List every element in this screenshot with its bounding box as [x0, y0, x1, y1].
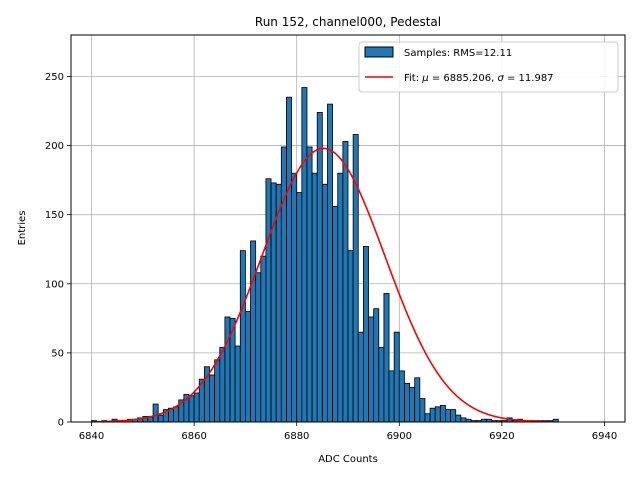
fit-curve-group — [91, 147, 554, 423]
legend-frame — [358, 41, 619, 93]
histogram-bar — [296, 192, 303, 423]
histogram-bar — [173, 406, 180, 423]
histogram-bar — [455, 414, 462, 423]
histogram-bar — [347, 250, 354, 423]
histogram-bar — [234, 345, 241, 423]
x-tick-label: 6880 — [284, 431, 309, 442]
histogram-bar — [357, 331, 364, 423]
histogram-bar — [362, 246, 369, 423]
histogram-bar — [342, 141, 349, 423]
histogram-bar — [239, 250, 246, 423]
histogram-bar — [409, 387, 416, 423]
histogram-bar — [429, 407, 436, 423]
histogram-bar — [275, 183, 282, 423]
histogram-bar — [291, 172, 298, 423]
histogram-bar — [439, 405, 446, 423]
histogram-bar — [419, 398, 426, 423]
y-axis-title: Entries — [17, 211, 28, 246]
histogram-bar — [260, 255, 267, 423]
chart-title: Run 152, channel000, Pedestal — [255, 15, 441, 29]
x-tick-label: 6900 — [387, 431, 412, 442]
histogram-bar — [321, 183, 328, 423]
histogram-bar — [219, 346, 226, 423]
y-tick-label: 250 — [45, 72, 64, 83]
histogram-bar — [460, 417, 467, 423]
y-tick-label: 100 — [45, 279, 64, 290]
y-tick-label: 0 — [58, 418, 64, 429]
histogram-bar — [224, 316, 231, 423]
histogram-bar — [209, 374, 216, 423]
fit-curve — [91, 147, 554, 423]
histogram-bar — [301, 87, 308, 423]
histogram-bar — [193, 392, 200, 423]
histogram-bar — [306, 146, 313, 423]
histogram-bar — [280, 146, 287, 423]
y-tick-label: 200 — [45, 141, 64, 152]
x-axis-ticks: 6840 6860 6880 6900 6920 6940 — [79, 422, 617, 442]
histogram-bar — [265, 178, 272, 423]
histogram-bar — [337, 172, 344, 423]
histogram-bar — [373, 308, 380, 423]
x-tick-label: 6940 — [592, 431, 617, 442]
histogram-bar — [414, 377, 421, 423]
x-tick-label: 6920 — [489, 431, 514, 442]
histogram-bar — [445, 409, 451, 423]
histogram-bar — [255, 272, 262, 423]
y-axis-ticks: 0 50 100 150 200 250 — [45, 72, 71, 429]
y-tick-label: 150 — [45, 210, 64, 221]
legend-fit-label: Fit: μ = 6885.206, σ = 11.987 — [404, 73, 554, 84]
histogram-bar — [152, 403, 159, 423]
x-axis-title: ADC Counts — [318, 454, 378, 465]
histogram-bar — [450, 409, 457, 423]
histogram-bar — [404, 382, 410, 423]
histogram-bar — [398, 370, 405, 423]
histogram-bar — [352, 134, 359, 423]
histogram-bar — [245, 311, 251, 423]
histogram-bar — [378, 346, 385, 423]
histogram-bar — [424, 413, 431, 423]
histogram-bar — [388, 370, 395, 423]
histogram-bar — [434, 406, 441, 423]
histogram-bar — [311, 172, 318, 423]
histogram-bar — [188, 395, 195, 423]
x-tick-label: 6840 — [79, 431, 104, 442]
y-tick-label: 50 — [51, 348, 64, 359]
histogram-bar — [383, 293, 390, 423]
histogram-bar — [316, 112, 323, 423]
histogram-bar — [368, 316, 375, 423]
histogram-bar — [214, 359, 221, 423]
legend-histogram-label: Samples: RMS=12.11 — [404, 48, 512, 59]
legend: Samples: RMS=12.11 Fit: μ = 6885.206, σ … — [358, 41, 619, 93]
histogram-bar — [286, 96, 292, 423]
legend-histogram-swatch — [364, 46, 394, 58]
histogram-bar — [157, 414, 164, 423]
histogram-bar — [332, 205, 339, 423]
x-tick-label: 6860 — [181, 431, 206, 442]
histogram-bar — [393, 331, 400, 423]
plot-frame — [70, 34, 626, 423]
histogram-bar — [250, 240, 257, 423]
